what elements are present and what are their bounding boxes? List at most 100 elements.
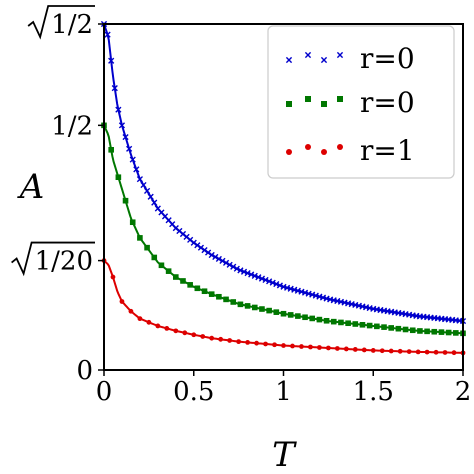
data-point xyxy=(151,254,158,261)
data-point xyxy=(212,253,219,261)
data-point xyxy=(111,85,118,92)
data-point xyxy=(209,335,215,341)
data-point xyxy=(424,328,430,335)
sqrt-radical xyxy=(27,5,95,40)
data-point xyxy=(222,259,230,266)
data-point xyxy=(219,257,226,264)
data-point xyxy=(136,176,143,183)
data-point xyxy=(337,96,343,102)
data-point xyxy=(187,282,193,288)
data-point xyxy=(201,247,208,254)
data-point xyxy=(118,122,126,129)
data-point xyxy=(263,341,268,347)
data-point xyxy=(173,328,179,334)
data-point xyxy=(273,309,280,315)
data-point xyxy=(137,316,143,322)
data-point xyxy=(317,345,322,350)
data-point xyxy=(133,166,140,173)
data-point xyxy=(336,51,344,59)
data-point xyxy=(285,56,293,64)
data-point xyxy=(236,339,242,345)
data-point xyxy=(320,56,328,64)
data-point xyxy=(445,329,452,336)
data-point xyxy=(208,251,215,259)
data-point xyxy=(397,348,403,354)
data-point xyxy=(251,304,258,311)
data-point xyxy=(325,345,331,351)
data-point xyxy=(146,319,152,325)
data-point xyxy=(343,346,349,352)
data-point xyxy=(305,144,311,150)
data-point xyxy=(334,346,340,351)
x-tick-label: 0 xyxy=(96,377,113,407)
data-point xyxy=(424,349,430,355)
legend-entry: r=1 xyxy=(286,134,415,167)
data-point xyxy=(417,328,423,334)
data-point xyxy=(194,242,201,249)
data-point xyxy=(115,174,122,181)
data-point xyxy=(370,348,376,353)
data-point xyxy=(237,301,244,308)
data-point xyxy=(299,344,304,349)
data-point xyxy=(251,272,258,279)
data-point xyxy=(151,199,158,206)
legend-label: r=0 xyxy=(360,42,415,75)
data-point xyxy=(104,31,111,38)
data-point xyxy=(308,344,313,350)
y-tick-label: 1/2 xyxy=(51,10,93,40)
data-point xyxy=(216,293,222,300)
data-point xyxy=(286,101,292,107)
x-tick-label: 1 xyxy=(275,377,292,407)
data-point xyxy=(266,307,272,314)
data-point xyxy=(230,263,237,270)
data-point xyxy=(244,270,251,277)
data-point xyxy=(451,350,457,356)
axis-ticks: 0 0.5 1 1.5 2 0 1/20 1/2 1/2 xyxy=(11,5,471,407)
data-point xyxy=(182,330,188,336)
data-point xyxy=(218,336,224,342)
data-point xyxy=(180,278,186,284)
data-point xyxy=(295,313,301,319)
data-point xyxy=(122,197,129,204)
data-point xyxy=(197,244,205,251)
x-tick-label: 0.5 xyxy=(173,377,214,407)
data-point xyxy=(273,280,280,288)
data-point xyxy=(338,319,344,326)
data-point xyxy=(361,347,367,353)
data-point xyxy=(144,244,150,251)
data-point xyxy=(433,349,439,355)
data-point xyxy=(205,249,212,256)
data-point xyxy=(147,193,154,200)
data-point xyxy=(215,255,222,263)
data-point xyxy=(230,299,237,305)
data-point xyxy=(254,340,259,346)
data-point xyxy=(323,317,330,324)
data-point xyxy=(248,271,255,278)
data-point xyxy=(190,239,197,246)
data-point xyxy=(345,320,351,327)
data-point xyxy=(233,265,240,272)
data-point xyxy=(402,326,409,333)
y-tick-label: 1/20 xyxy=(35,247,93,277)
legend-entry: r=0 xyxy=(285,42,415,75)
data-point xyxy=(165,268,172,274)
data-point xyxy=(129,219,136,226)
data-point xyxy=(330,318,337,325)
data-point xyxy=(438,329,445,335)
data-point xyxy=(409,327,416,334)
data-point xyxy=(122,133,129,141)
data-point xyxy=(359,321,366,328)
data-point xyxy=(244,303,251,309)
data-point xyxy=(128,308,134,314)
data-point xyxy=(379,348,385,354)
data-point xyxy=(201,288,208,295)
legend-box xyxy=(267,25,455,179)
data-point xyxy=(388,348,394,354)
data-point xyxy=(108,147,114,153)
data-point xyxy=(453,330,459,336)
data-point xyxy=(395,325,402,332)
data-point xyxy=(321,149,327,155)
data-point xyxy=(208,291,215,297)
data-point xyxy=(309,315,316,322)
data-point xyxy=(255,274,262,281)
